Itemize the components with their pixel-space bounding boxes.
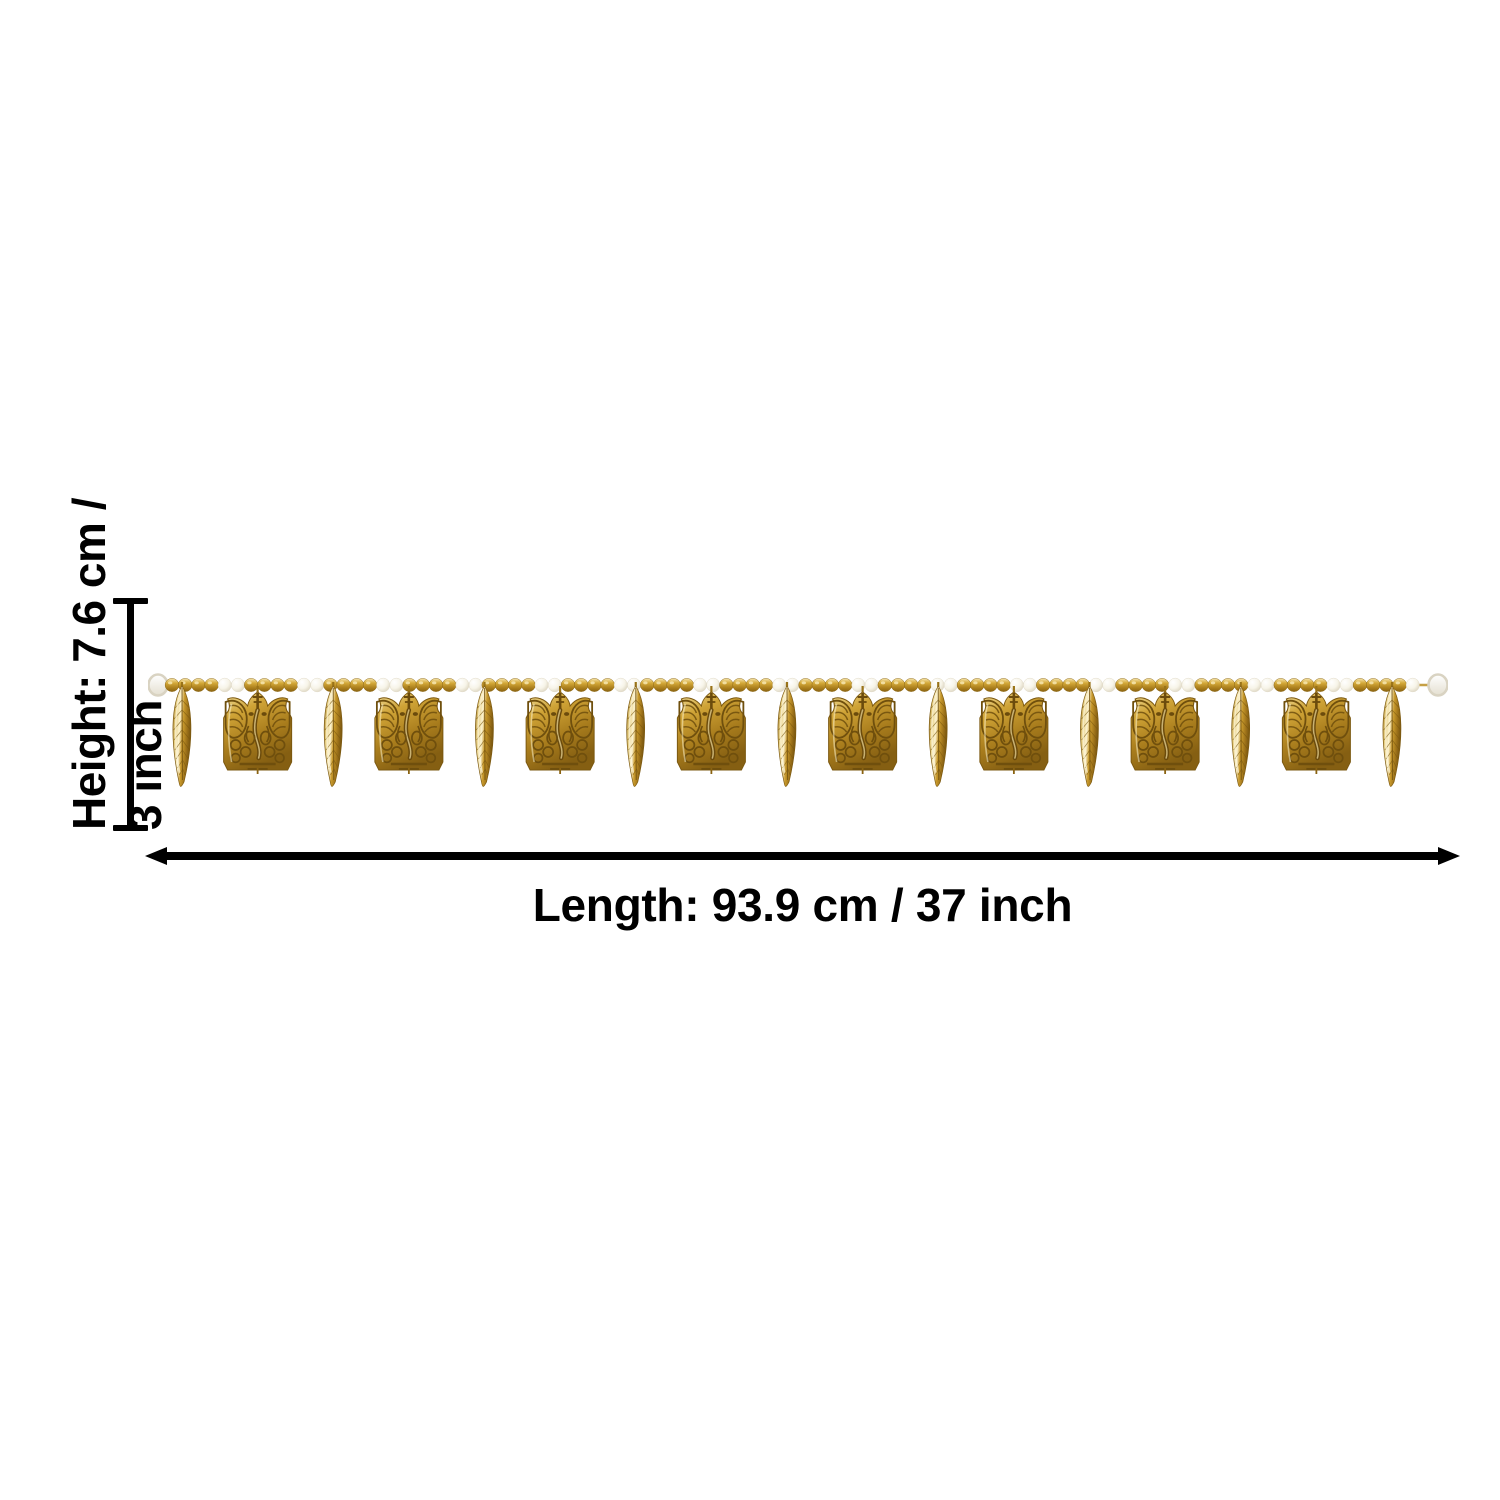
ganesha-pendant [375, 686, 443, 774]
arrow-head-right-icon [1438, 847, 1460, 865]
leaf-pendant [1381, 680, 1403, 788]
length-dimension-label: Length: 93.9 cm / 37 inch [532, 879, 1073, 931]
leaf-pendant [776, 680, 798, 788]
ganesha-pendant [829, 686, 897, 774]
ganesha-pendant [1282, 686, 1350, 774]
ganesha-pendant [677, 686, 745, 774]
arrow-shaft [163, 852, 1442, 860]
height-label-line-1: Height: 7.6 cm / [63, 498, 115, 830]
leaf-pendant [171, 680, 193, 788]
leaf-pendant [474, 680, 495, 788]
height-measure-cap-top [113, 598, 148, 604]
height-measure-bar [127, 600, 134, 829]
length-dimension-arrow [145, 847, 1460, 865]
toran-product-image [148, 650, 1448, 830]
height-measure-cap-bottom [113, 825, 148, 831]
leaf-pendant [323, 680, 344, 788]
leaf-pendant [1079, 680, 1100, 788]
arrow-head-left-icon [145, 847, 167, 865]
leaf-pendant [625, 680, 646, 788]
ganesha-pendant [980, 686, 1048, 774]
leaf-pendant [1230, 680, 1251, 788]
height-dimension-label: Height: 7.6 cm / 3 inch [0, 400, 171, 840]
ganesha-pendant [1131, 686, 1199, 774]
ganesha-pendant [526, 686, 594, 774]
leaf-pendant [928, 680, 949, 788]
ganesha-pendant [224, 686, 292, 774]
